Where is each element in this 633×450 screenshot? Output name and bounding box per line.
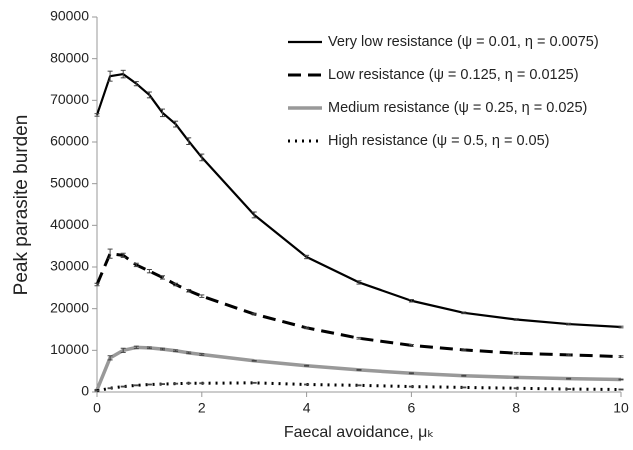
error-bar	[160, 108, 165, 118]
error-bar	[199, 382, 205, 385]
error-bar	[356, 336, 362, 340]
y-tick-label: 10000	[50, 341, 89, 357]
error-bar	[618, 378, 624, 381]
x-axis-label: Faecal avoidance, μₖ	[284, 424, 434, 441]
error-bar	[618, 355, 624, 358]
error-bar	[408, 372, 414, 375]
x-tick-label: 10	[613, 400, 629, 416]
error-bar	[160, 275, 165, 280]
error-bar	[199, 294, 205, 298]
error-bar	[408, 344, 414, 347]
error-bar	[461, 348, 467, 352]
error-bar	[566, 353, 572, 357]
y-tick-label: 90000	[50, 8, 89, 24]
error-bar	[146, 269, 152, 274]
y-tick-label: 60000	[50, 133, 89, 149]
error-bar	[408, 385, 414, 388]
error-bar	[618, 388, 624, 391]
error-bar	[94, 282, 100, 287]
error-bar	[120, 347, 126, 353]
error-bar	[566, 388, 572, 390]
error-bar	[173, 382, 179, 385]
y-tick-label: 80000	[50, 49, 89, 65]
y-tick-label: 50000	[50, 174, 89, 190]
error-bar	[146, 346, 152, 350]
error-bar	[173, 349, 179, 353]
y-axis-label: Peak parasite burden	[11, 115, 32, 296]
error-bar	[120, 385, 126, 388]
error-bar	[461, 311, 467, 315]
error-bar	[356, 280, 362, 285]
error-bar	[251, 211, 257, 219]
error-bar	[304, 254, 310, 260]
error-bar	[133, 81, 139, 87]
error-bar	[199, 153, 205, 162]
error-bar	[304, 383, 310, 386]
series-line	[95, 252, 622, 359]
error-bar	[513, 351, 519, 355]
error-bar	[251, 359, 257, 362]
legend-label: Low resistance (ψ = 0.125, η = 0.0125)	[328, 67, 579, 83]
error-bar	[513, 376, 519, 379]
error-bar	[566, 377, 572, 380]
error-bar	[186, 351, 192, 355]
x-tick-label: 2	[198, 400, 206, 416]
error-bar	[173, 120, 179, 128]
error-bar	[133, 384, 139, 387]
error-bar	[173, 282, 179, 287]
error-bar	[133, 345, 139, 350]
error-bar	[94, 113, 100, 117]
error-bar	[107, 248, 113, 259]
error-bar	[107, 387, 113, 390]
error-bar	[461, 374, 467, 377]
error-bar	[199, 353, 205, 356]
x-tick-label: 6	[408, 400, 416, 416]
x-tick-label: 0	[93, 400, 101, 416]
error-bar	[618, 325, 624, 329]
error-bar	[107, 70, 113, 82]
error-bar	[461, 386, 467, 389]
error-bar	[304, 364, 310, 367]
error-bar	[146, 383, 152, 386]
y-tick-label: 30000	[50, 258, 89, 274]
error-bar	[186, 137, 192, 145]
error-bar	[186, 382, 192, 385]
error-bar	[356, 369, 362, 371]
error-bar	[251, 312, 257, 316]
y-tick-label: 40000	[50, 216, 89, 232]
y-tick-label: 70000	[50, 91, 89, 107]
y-tick-label: 20000	[50, 299, 89, 315]
error-bar	[120, 69, 126, 79]
error-bar	[251, 381, 257, 384]
error-bar	[133, 262, 139, 268]
error-bar	[304, 326, 310, 330]
x-tick-label: 8	[512, 400, 520, 416]
legend-label: Very low resistance (ψ = 0.01, η = 0.007…	[328, 34, 599, 50]
error-bar	[160, 383, 165, 385]
error-bar	[146, 91, 152, 99]
error-bar	[160, 347, 165, 351]
error-bar	[566, 322, 572, 326]
x-tick-label: 4	[303, 400, 311, 416]
error-bar	[186, 289, 192, 293]
legend-label: High resistance (ψ = 0.5, η = 0.05)	[328, 133, 550, 149]
error-bar	[107, 355, 113, 361]
error-bar	[513, 318, 519, 321]
legend-label: Medium resistance (ψ = 0.25, η = 0.025)	[328, 100, 587, 116]
error-bar	[408, 299, 414, 303]
error-bar	[120, 252, 126, 258]
y-tick-label: 0	[81, 383, 89, 399]
error-bar	[513, 387, 519, 390]
error-bar	[356, 384, 362, 387]
